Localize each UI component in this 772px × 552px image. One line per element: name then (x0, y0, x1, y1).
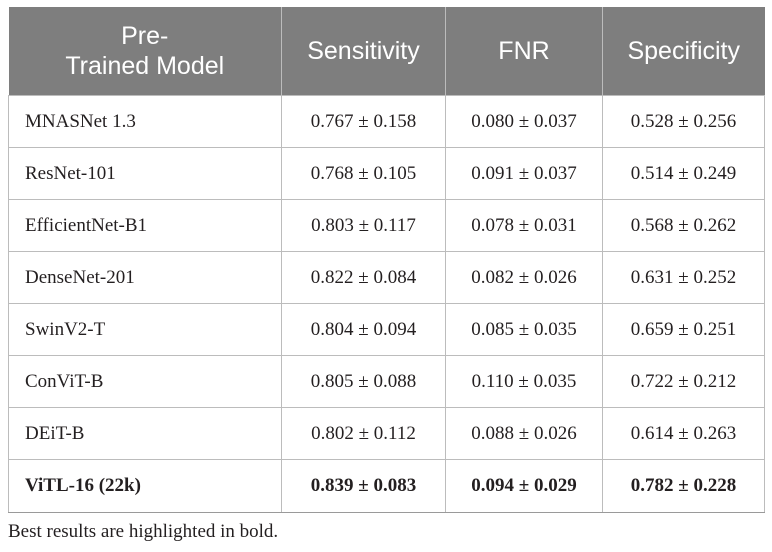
table-row: ConViT-B 0.805 ± 0.088 0.110 ± 0.035 0.7… (8, 355, 765, 408)
specificity-value: 0.659 ± 0.251 (602, 303, 765, 356)
table-row-best: ViTL-16 (22k) 0.839 ± 0.083 0.094 ± 0.02… (8, 459, 765, 513)
header-row: Pre- Trained Model Sensitivity FNR Specif… (8, 7, 765, 96)
fnr-value: 0.094 ± 0.029 (445, 459, 603, 513)
specificity-value: 0.568 ± 0.262 (602, 199, 765, 252)
model-name: ViTL-16 (22k) (8, 459, 282, 513)
model-name: ResNet-101 (8, 147, 282, 200)
header-fnr: FNR (445, 7, 603, 96)
model-name: DenseNet-201 (8, 251, 282, 304)
specificity-value: 0.528 ± 0.256 (602, 95, 765, 148)
sensitivity-value: 0.822 ± 0.084 (281, 251, 446, 304)
header-specificity: Specificity (602, 7, 765, 96)
table-row: EfficientNet-B1 0.803 ± 0.117 0.078 ± 0.… (8, 199, 765, 252)
fnr-value: 0.085 ± 0.035 (445, 303, 603, 356)
specificity-value: 0.514 ± 0.249 (602, 147, 765, 200)
sensitivity-value: 0.839 ± 0.083 (281, 459, 446, 513)
results-table: Pre- Trained Model Sensitivity FNR Specif… (8, 7, 765, 513)
fnr-value: 0.088 ± 0.026 (445, 407, 603, 460)
table-footnote: Best results are highlighted in bold. (8, 521, 279, 542)
sensitivity-value: 0.804 ± 0.094 (281, 303, 446, 356)
sensitivity-value: 0.767 ± 0.158 (281, 95, 446, 148)
header-sensitivity: Sensitivity (281, 7, 446, 96)
fnr-value: 0.110 ± 0.035 (445, 355, 603, 408)
fnr-value: 0.078 ± 0.031 (445, 199, 603, 252)
header-model-line2: Trained Model (65, 52, 225, 80)
sensitivity-value: 0.768 ± 0.105 (281, 147, 446, 200)
sensitivity-value: 0.805 ± 0.088 (281, 355, 446, 408)
sensitivity-value: 0.803 ± 0.117 (281, 199, 446, 252)
header-pretrained-model: Pre- Trained Model (8, 7, 282, 96)
table-row: ResNet-101 0.768 ± 0.105 0.091 ± 0.037 0… (8, 147, 765, 200)
fnr-value: 0.082 ± 0.026 (445, 251, 603, 304)
fnr-value: 0.091 ± 0.037 (445, 147, 603, 200)
fnr-value: 0.080 ± 0.037 (445, 95, 603, 148)
model-name: DEiT-B (8, 407, 282, 460)
model-name: MNASNet 1.3 (8, 95, 282, 148)
sensitivity-value: 0.802 ± 0.112 (281, 407, 446, 460)
specificity-value: 0.631 ± 0.252 (602, 251, 765, 304)
model-name: EfficientNet-B1 (8, 199, 282, 252)
specificity-value: 0.782 ± 0.228 (602, 459, 765, 513)
table-row: DenseNet-201 0.822 ± 0.084 0.082 ± 0.026… (8, 251, 765, 304)
table-row: SwinV2-T 0.804 ± 0.094 0.085 ± 0.035 0.6… (8, 303, 765, 356)
model-name: ConViT-B (8, 355, 282, 408)
table-row: MNASNet 1.3 0.767 ± 0.158 0.080 ± 0.037 … (8, 95, 765, 148)
model-name: SwinV2-T (8, 303, 282, 356)
specificity-value: 0.614 ± 0.263 (602, 407, 765, 460)
table-row: DEiT-B 0.802 ± 0.112 0.088 ± 0.026 0.614… (8, 407, 765, 460)
header-model-line1: Pre- (121, 22, 169, 50)
specificity-value: 0.722 ± 0.212 (602, 355, 765, 408)
